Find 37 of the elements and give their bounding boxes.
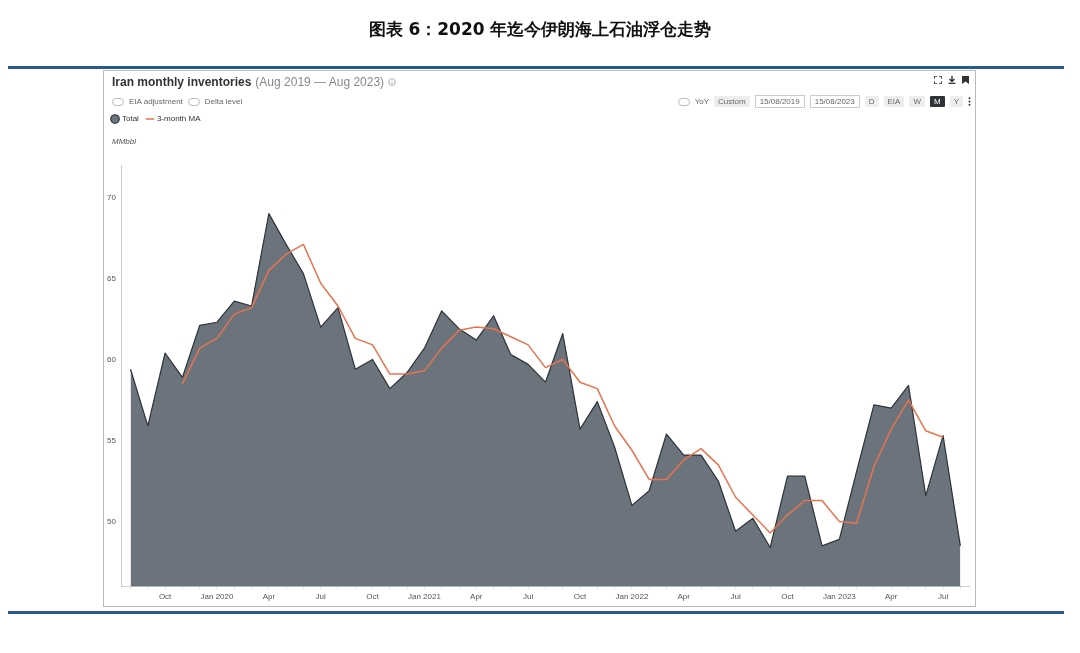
legend-label: 3-month MA (156, 114, 202, 124)
x-tick-label: Jul (730, 592, 741, 602)
x-tick-label: Jan 2021 (407, 592, 442, 602)
text: EIA (883, 96, 905, 107)
x-tick-label: Jul (937, 592, 949, 602)
text: YoY (694, 97, 710, 106)
text: Delta level (204, 97, 243, 106)
y-tick-label: 50 (106, 516, 117, 526)
x-tick-label: Jul (523, 592, 534, 602)
x-tick-label: Oct (158, 592, 173, 602)
chart-subtitle: Iran monthly inventories (Aug 2019 — Aug 2023) (112, 75, 385, 89)
x-tick-label: Jul (315, 592, 327, 602)
x-tick-label: Jan 2023 (822, 592, 857, 602)
y-tick-label: 70 (106, 192, 117, 202)
x-tick-label: Jan 2022 (615, 592, 649, 602)
text: 15/08/2019 (754, 95, 805, 108)
text: M (929, 96, 945, 107)
text: EIA adjustment (129, 97, 183, 106)
text: W (909, 96, 925, 107)
x-tick-label: Oct (781, 592, 795, 602)
y-tick-label: 55 (106, 435, 117, 445)
x-tick-label: Oct (573, 592, 588, 602)
text: Custom (714, 96, 750, 107)
y-tick-label: 65 (106, 273, 117, 283)
text: Y (949, 96, 963, 107)
x-tick-label: Oct (366, 592, 380, 602)
text: D (864, 96, 879, 107)
x-tick-label: Jan 2020 (200, 592, 234, 602)
x-tick-label: Apr (884, 592, 898, 602)
x-tick-label: Apr (470, 592, 483, 602)
y-axis-title: MMbbl (112, 137, 137, 146)
y-tick-label: 60 (106, 354, 117, 364)
chart-title: 图表 6：2020 年迄今伊朗海上石油浮仓走势 (367, 18, 713, 41)
x-tick-label: Apr (677, 592, 691, 602)
x-tick-label: Apr (262, 592, 276, 602)
legend-label: Total (122, 114, 140, 124)
text: 15/08/2023 (809, 95, 860, 108)
